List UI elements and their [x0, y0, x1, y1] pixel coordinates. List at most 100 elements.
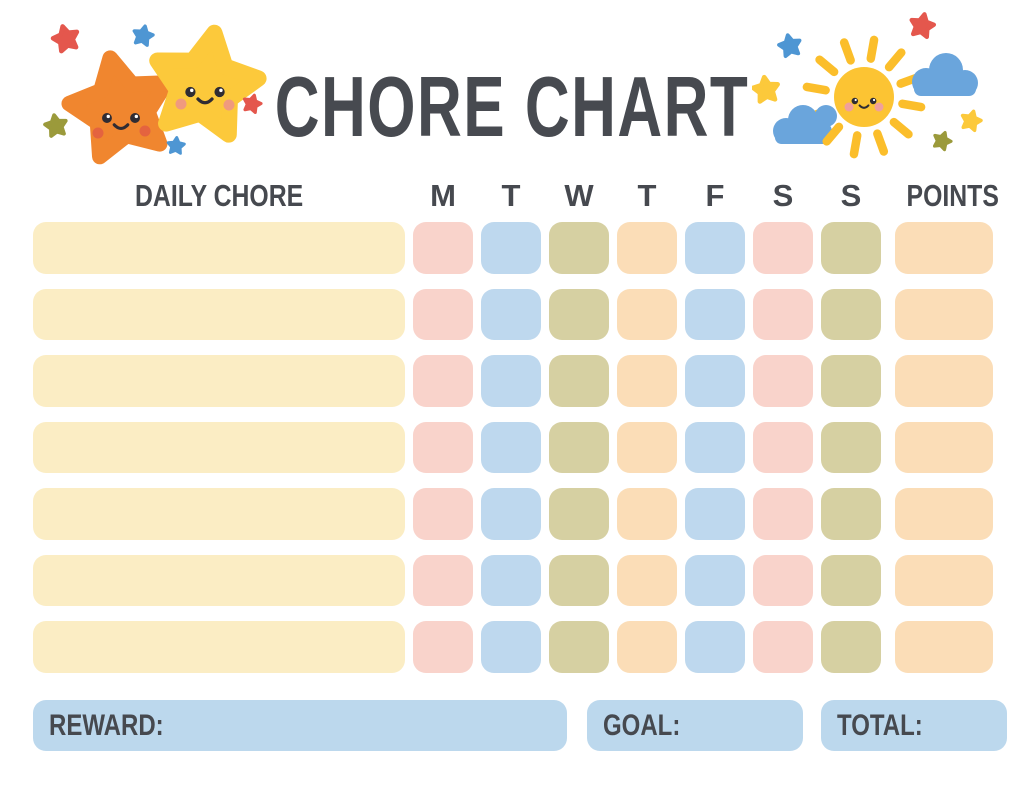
- chore-name-cell[interactable]: [33, 621, 405, 673]
- chore-name-cell[interactable]: [33, 488, 405, 540]
- column-header-fri: F: [705, 178, 725, 213]
- day-cell-mon[interactable]: [413, 421, 473, 473]
- day-cell-wed[interactable]: [549, 421, 609, 473]
- points-cell[interactable]: [895, 288, 993, 340]
- day-cell-sat[interactable]: [753, 621, 813, 673]
- chore-name-cell[interactable]: [33, 421, 405, 473]
- chore-row: [33, 554, 1024, 606]
- chore-row: [33, 288, 1024, 340]
- day-cell-thu[interactable]: [617, 421, 677, 473]
- day-cell-wed[interactable]: [549, 222, 609, 274]
- day-cell-sat[interactable]: [753, 288, 813, 340]
- day-cell-sat[interactable]: [753, 488, 813, 540]
- day-cell-fri[interactable]: [685, 222, 745, 274]
- day-cell-fri[interactable]: [685, 355, 745, 407]
- page-title: CHORE CHART: [274, 60, 750, 155]
- day-cell-sun[interactable]: [821, 421, 881, 473]
- sun-ray-icon: [822, 122, 844, 146]
- day-cell-fri[interactable]: [685, 554, 745, 606]
- day-cell-tue[interactable]: [481, 488, 541, 540]
- day-cell-sun[interactable]: [821, 621, 881, 673]
- total-field[interactable]: TOTAL:: [821, 700, 1007, 751]
- day-cell-fri[interactable]: [685, 288, 745, 340]
- day-cell-thu[interactable]: [617, 554, 677, 606]
- column-header-mon: M: [430, 178, 456, 213]
- chore-row: [33, 355, 1024, 407]
- day-cell-mon[interactable]: [413, 621, 473, 673]
- chore-name-cell[interactable]: [33, 554, 405, 606]
- chore-row: [33, 421, 1024, 473]
- day-cell-sun[interactable]: [821, 355, 881, 407]
- day-cell-sat[interactable]: [753, 222, 813, 274]
- day-cell-mon[interactable]: [413, 222, 473, 274]
- stars-decoration: [28, 6, 290, 168]
- day-cell-tue[interactable]: [481, 222, 541, 274]
- orange-star-face-icon: [62, 48, 178, 161]
- day-cell-tue[interactable]: [481, 554, 541, 606]
- day-cell-mon[interactable]: [413, 355, 473, 407]
- yellow-star-face-icon: [147, 24, 265, 138]
- day-cell-mon[interactable]: [413, 288, 473, 340]
- day-cell-thu[interactable]: [617, 621, 677, 673]
- reward-label: REWARD:: [49, 708, 164, 742]
- day-cell-wed[interactable]: [549, 554, 609, 606]
- day-cell-mon[interactable]: [413, 554, 473, 606]
- chore-name-cell[interactable]: [33, 222, 405, 274]
- sun-clouds-decoration: [752, 8, 1024, 159]
- points-cell[interactable]: [895, 222, 993, 274]
- day-cell-wed[interactable]: [549, 288, 609, 340]
- chore-name-cell[interactable]: [33, 355, 405, 407]
- day-cell-tue[interactable]: [481, 355, 541, 407]
- column-header-tue: T: [501, 178, 521, 213]
- day-cell-sun[interactable]: [821, 488, 881, 540]
- day-cell-fri[interactable]: [685, 488, 745, 540]
- day-cell-thu[interactable]: [617, 288, 677, 340]
- column-header-daily-chore: DAILY CHORE: [134, 178, 304, 213]
- day-cell-fri[interactable]: [685, 421, 745, 473]
- goal-label: GOAL:: [603, 708, 681, 742]
- total-label: TOTAL:: [837, 708, 923, 742]
- blue-star-icon: [132, 24, 154, 46]
- reward-field[interactable]: REWARD:: [33, 700, 567, 751]
- table-header-row: DAILY CHORE M T W T F S S POINTS: [33, 173, 1024, 211]
- yellow-star-icon: [752, 75, 780, 102]
- goal-field[interactable]: GOAL:: [587, 700, 803, 751]
- red-star-icon: [909, 12, 936, 38]
- table-body: [0, 222, 1024, 673]
- points-cell[interactable]: [895, 355, 993, 407]
- day-cell-wed[interactable]: [549, 355, 609, 407]
- day-cell-wed[interactable]: [549, 621, 609, 673]
- day-cell-thu[interactable]: [617, 355, 677, 407]
- day-cell-thu[interactable]: [617, 488, 677, 540]
- day-cell-sun[interactable]: [821, 554, 881, 606]
- day-cell-fri[interactable]: [685, 621, 745, 673]
- chore-row: [33, 621, 1024, 673]
- day-cell-sun[interactable]: [821, 288, 881, 340]
- day-cell-sat[interactable]: [753, 355, 813, 407]
- yellow-star-icon: [960, 109, 983, 131]
- column-header-thu: T: [637, 178, 657, 213]
- column-header-sun: S: [840, 178, 862, 213]
- chore-row: [33, 222, 1024, 274]
- chore-name-cell[interactable]: [33, 288, 405, 340]
- day-cell-tue[interactable]: [481, 621, 541, 673]
- day-cell-thu[interactable]: [617, 222, 677, 274]
- day-cell-sat[interactable]: [753, 421, 813, 473]
- day-cell-mon[interactable]: [413, 488, 473, 540]
- points-cell[interactable]: [895, 488, 993, 540]
- day-cell-sat[interactable]: [753, 554, 813, 606]
- day-cell-tue[interactable]: [481, 288, 541, 340]
- cloud-icon: [912, 53, 978, 96]
- blue-star-icon: [777, 33, 802, 57]
- points-cell[interactable]: [895, 421, 993, 473]
- day-cell-wed[interactable]: [549, 488, 609, 540]
- chore-row: [33, 488, 1024, 540]
- points-cell[interactable]: [895, 554, 993, 606]
- points-cell[interactable]: [895, 621, 993, 673]
- day-cell-tue[interactable]: [481, 421, 541, 473]
- day-cell-sun[interactable]: [821, 222, 881, 274]
- column-header-sat: S: [772, 178, 794, 213]
- column-header-points: POINTS: [906, 178, 999, 213]
- olive-star-icon: [931, 130, 953, 151]
